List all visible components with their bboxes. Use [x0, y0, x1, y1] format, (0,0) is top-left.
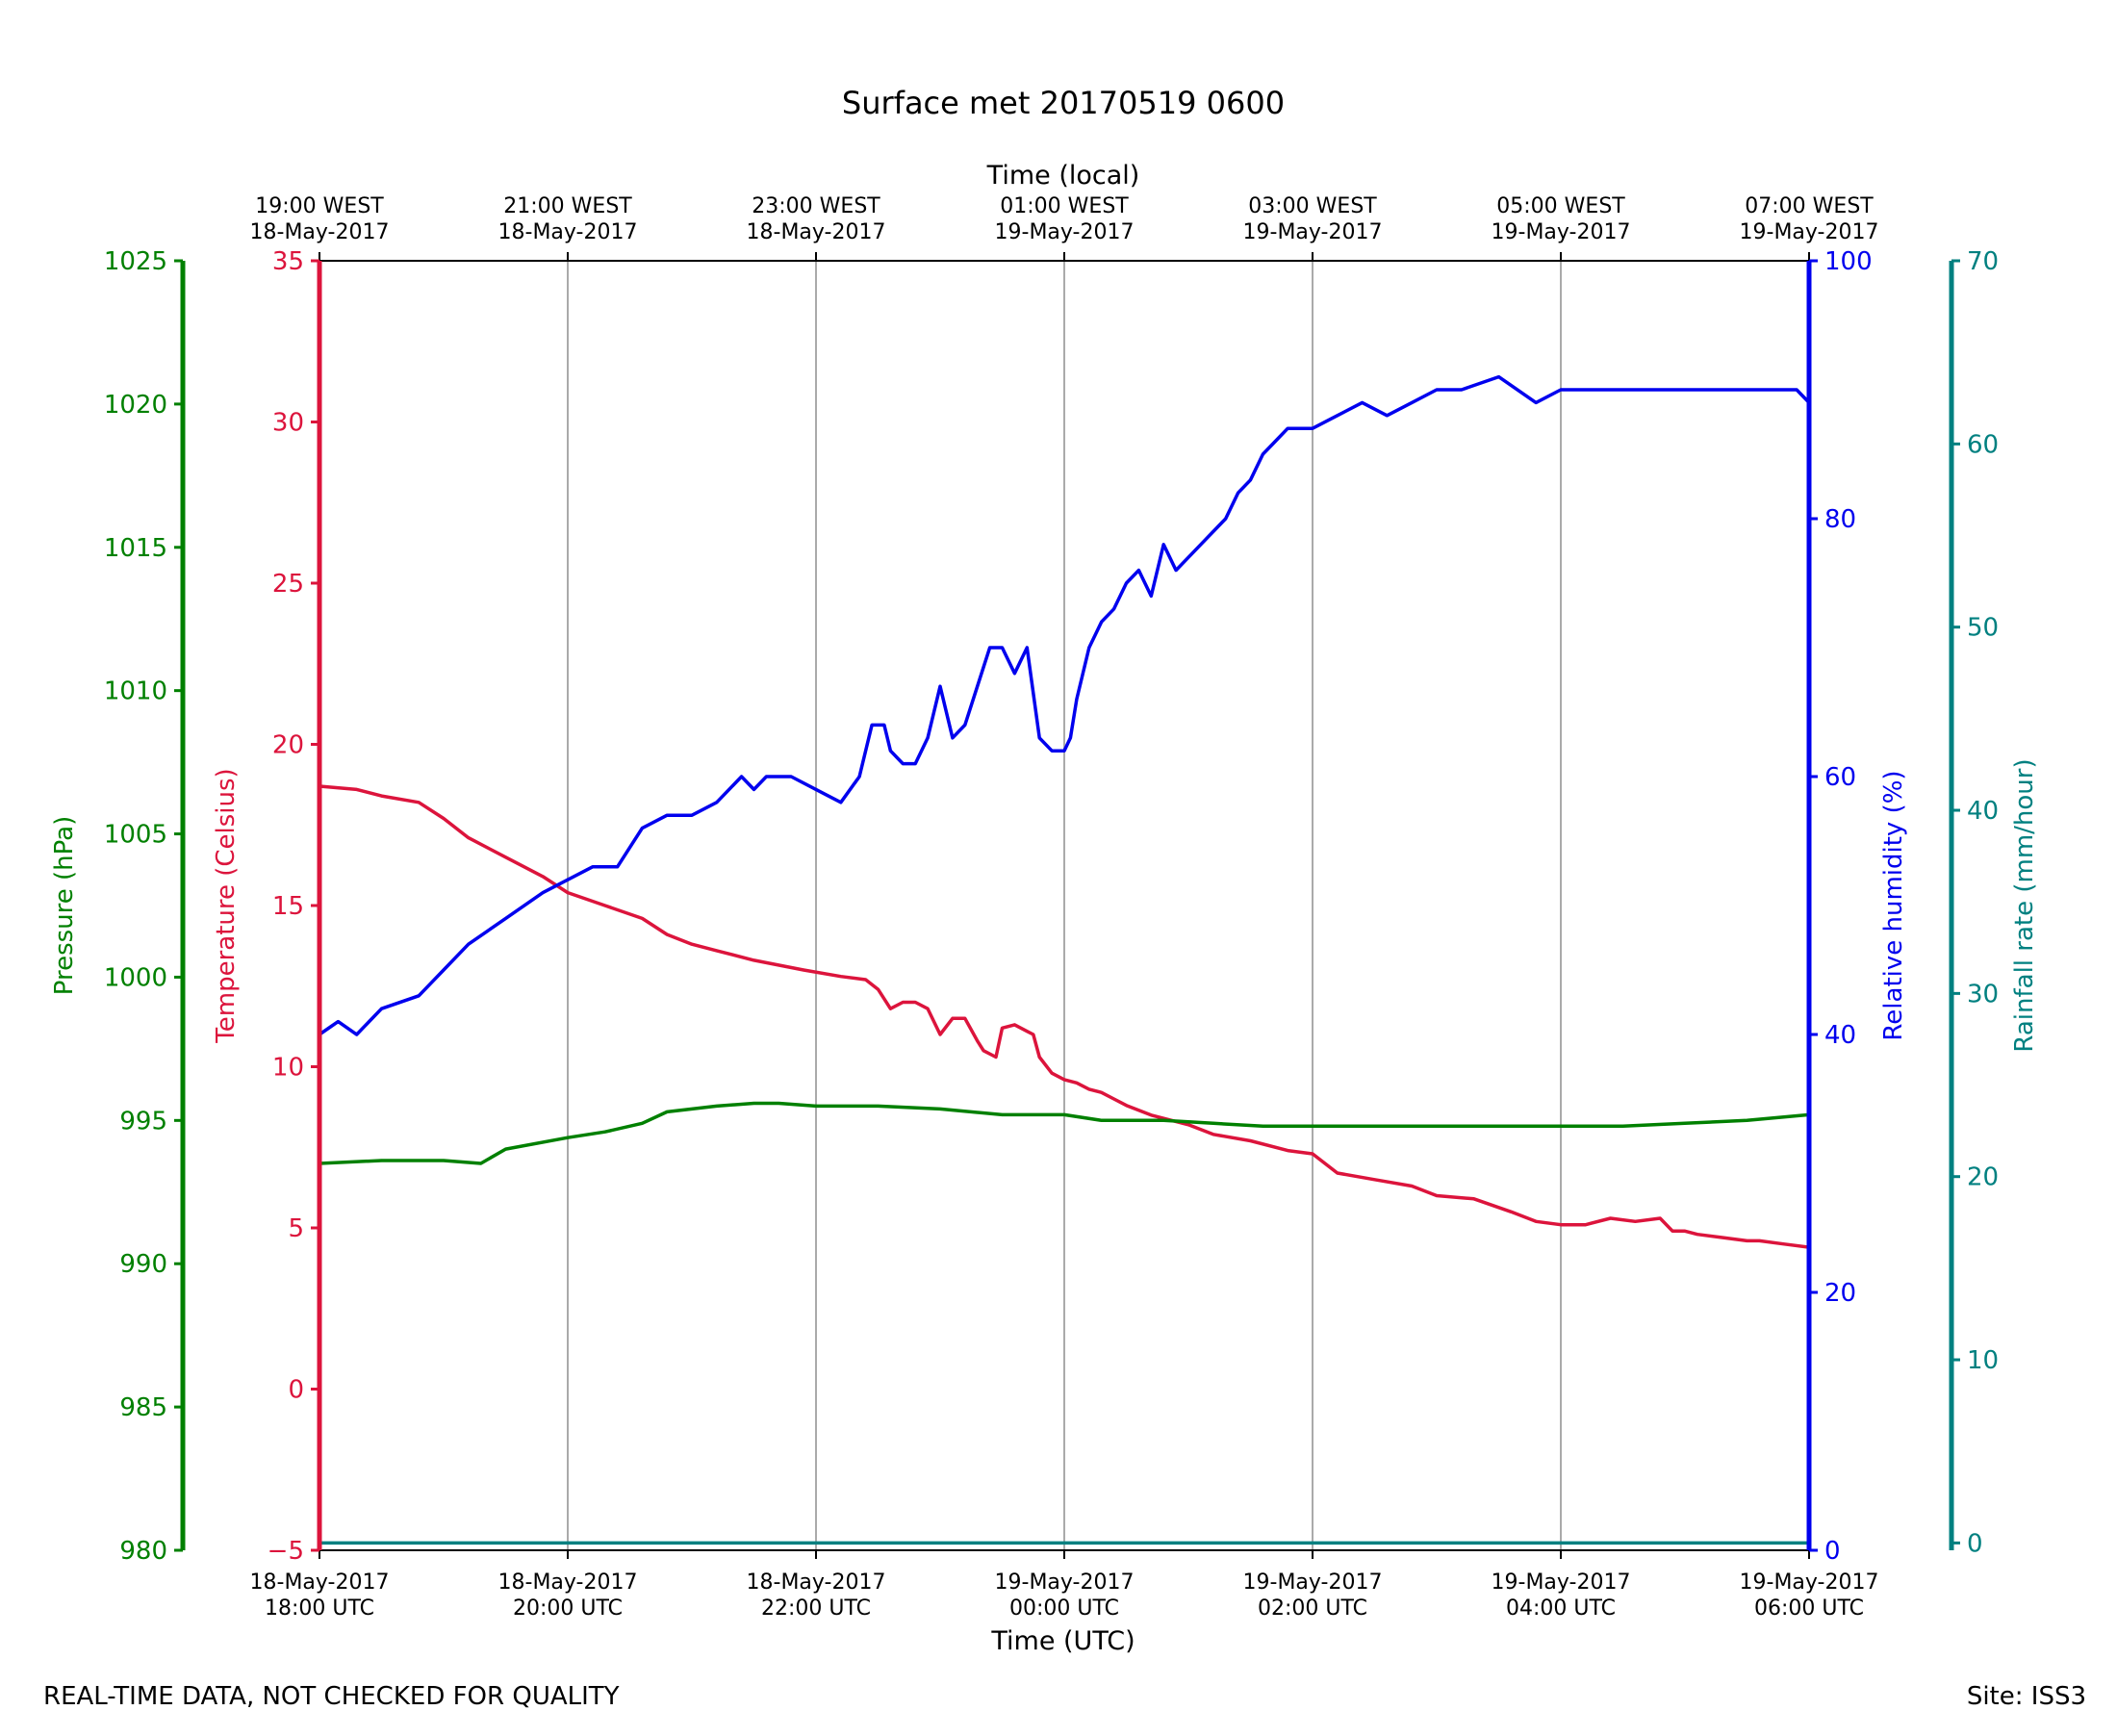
rainfall-tick-label: 40	[1967, 797, 1999, 826]
rainfall-tick-label: 70	[1967, 247, 1999, 276]
x-tick-label-bottom-date: 19-May-2017	[995, 1570, 1135, 1595]
temperature-series-line	[319, 784, 1810, 1249]
x-tick-label-top-time: 05:00 WEST	[1496, 194, 1625, 218]
temperature-tick-label: 5	[288, 1214, 304, 1243]
x-tick-label-top-date: 19-May-2017	[1492, 220, 1631, 244]
gridlines	[567, 261, 1562, 1550]
pressure-tick-label: 1000	[104, 963, 167, 992]
temperature-tick-label: 0	[288, 1376, 304, 1405]
pressure-tick-label: 995	[119, 1107, 167, 1136]
temperature-tick-label: 30	[272, 409, 304, 438]
temperature-tick-label: 10	[272, 1054, 304, 1083]
x-tick-label-top-time: 23:00 WEST	[752, 194, 880, 218]
humidity-tick-label: 0	[1824, 1537, 1841, 1566]
rainfall-tick-label: 10	[1967, 1346, 1999, 1375]
x-tick-label-top-date: 19-May-2017	[1243, 220, 1383, 244]
temperature-tick-label: 25	[272, 570, 304, 599]
temperature-axis-label: Temperature (Celsius)	[212, 768, 241, 1043]
pressure-tick-label: 990	[119, 1250, 167, 1279]
x-tick-label-top-time: 07:00 WEST	[1745, 194, 1874, 218]
temperature-tick-label: 20	[272, 731, 304, 760]
humidity-tick-label: 100	[1824, 247, 1873, 276]
x-tick-label-top-date: 19-May-2017	[1740, 220, 1879, 244]
pressure-tick-label: 1015	[104, 534, 167, 563]
x-tick-label-top-date: 19-May-2017	[995, 220, 1135, 244]
pressure-axis-label: Pressure (hPa)	[50, 816, 79, 996]
rainfall-tick-label: 50	[1967, 614, 1999, 643]
humidity-tick-label: 40	[1824, 1021, 1856, 1050]
x-tick-label-top-date: 18-May-2017	[747, 220, 886, 244]
x-tick-label-bottom-date: 19-May-2017	[1492, 1570, 1631, 1595]
series-layer	[319, 374, 1811, 1545]
x-tick-label-bottom-time: 04:00 UTC	[1506, 1596, 1616, 1621]
x-tick-label-top-time: 21:00 WEST	[503, 194, 632, 218]
pressure-tick-label: 1025	[104, 247, 167, 276]
x-tick-label-bottom-date: 18-May-2017	[747, 1570, 886, 1595]
x-tick-label-bottom-time: 22:00 UTC	[761, 1596, 871, 1621]
pressure-tick-label: 980	[119, 1537, 167, 1566]
x-tick-label-top-date: 18-May-2017	[498, 220, 638, 244]
humidity-axis-label: Relative humidity (%)	[1879, 770, 1908, 1040]
rainfall-tick-label: 20	[1967, 1163, 1999, 1192]
pressure-tick-label: 1020	[104, 391, 167, 420]
x-tick-label-top-date: 18-May-2017	[250, 220, 390, 244]
x-tick-label-top-time: 19:00 WEST	[255, 194, 384, 218]
x-tick-label-bottom-time: 18:00 UTC	[265, 1596, 374, 1621]
quality-disclaimer: REAL-TIME DATA, NOT CHECKED FOR QUALITY	[43, 1682, 620, 1711]
humidity-tick-label: 20	[1824, 1279, 1856, 1308]
humidity-tick-label: 60	[1824, 763, 1856, 792]
x-tick-label-bottom-date: 19-May-2017	[1243, 1570, 1383, 1595]
pressure-tick-label: 985	[119, 1393, 167, 1422]
pressure-tick-label: 1005	[104, 821, 167, 850]
humidity-tick-label: 80	[1824, 505, 1856, 534]
bottom-axis-label: Time (UTC)	[990, 1626, 1135, 1656]
pressure-tick-label: 1010	[104, 677, 167, 706]
x-tick-label-bottom-time: 20:00 UTC	[513, 1596, 623, 1621]
temperature-tick-label: −5	[268, 1537, 304, 1566]
x-tick-label-bottom-time: 06:00 UTC	[1754, 1596, 1864, 1621]
x-tick-label-bottom-date: 18-May-2017	[498, 1570, 638, 1595]
temperature-tick-label: 35	[272, 247, 304, 276]
axes-layer	[180, 260, 1954, 1551]
x-tick-label-top-time: 03:00 WEST	[1248, 194, 1377, 218]
pressure-series-line	[319, 1101, 1810, 1165]
rainfall-tick-label: 0	[1967, 1529, 1983, 1558]
x-tick-label-bottom-date: 18-May-2017	[250, 1570, 390, 1595]
temperature-tick-label: 15	[272, 892, 304, 921]
site-label: Site: ISS3	[1966, 1682, 2086, 1711]
humidity-series-line	[319, 374, 1811, 1036]
chart-title: Surface met 20170519 0600	[842, 85, 1285, 121]
x-tick-label-bottom-date: 19-May-2017	[1740, 1570, 1879, 1595]
rainfall-tick-label: 60	[1967, 430, 1999, 459]
x-tick-label-bottom-time: 02:00 UTC	[1258, 1596, 1367, 1621]
rainfall-axis-label: Rainfall rate (mm/hour)	[2010, 758, 2039, 1052]
x-tick-label-top-time: 01:00 WEST	[1000, 194, 1129, 218]
top-axis-label: Time (local)	[986, 161, 1140, 191]
x-tick-label-bottom-time: 00:00 UTC	[1009, 1596, 1119, 1621]
rainfall-tick-label: 30	[1967, 980, 1999, 1008]
